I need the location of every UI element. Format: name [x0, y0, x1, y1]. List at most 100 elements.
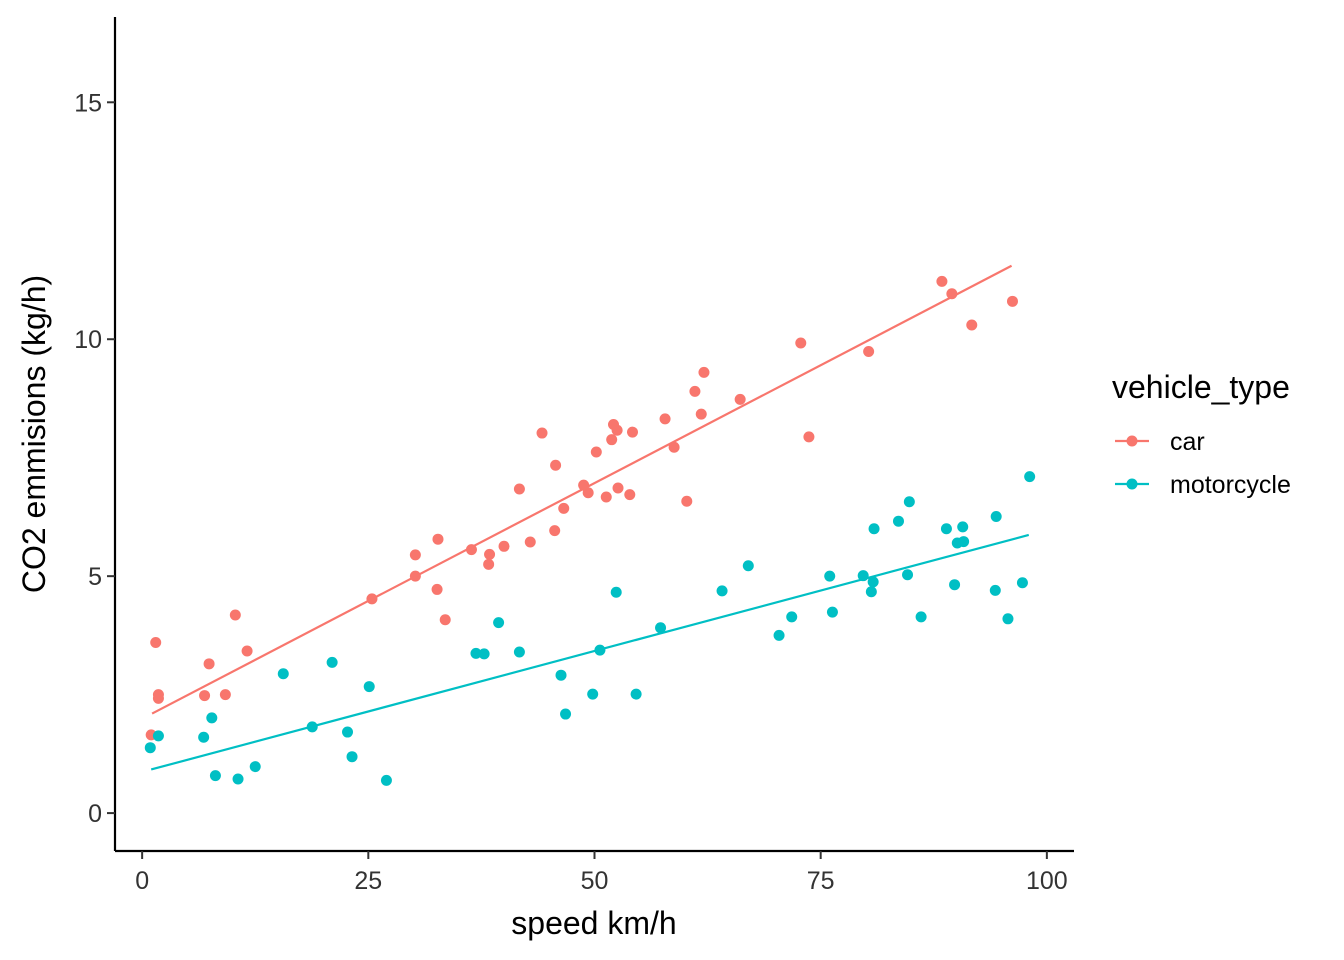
car-point [668, 441, 680, 453]
car-point [612, 482, 624, 494]
legend-title: vehicle_type [1112, 369, 1290, 405]
motorcycle-point [773, 629, 785, 641]
legend-label: motorcycle [1170, 471, 1291, 499]
motorcycle-point [786, 611, 798, 623]
car-point [803, 431, 815, 443]
motorcycle-point [342, 726, 354, 738]
car-point [626, 426, 638, 438]
x-tick-label: 100 [1026, 867, 1068, 895]
motorcycle-point [326, 656, 338, 668]
car-point [219, 689, 231, 701]
x-ticks: 0 25 50 75 100 [135, 851, 1068, 895]
legend: vehicle_type car motorcycle [1112, 369, 1291, 499]
motorcycle-point [949, 579, 961, 591]
car-point [698, 366, 710, 378]
car-point [432, 533, 444, 545]
car-point [606, 434, 618, 446]
car-point [549, 525, 561, 537]
motorcycle-point [277, 668, 289, 680]
motorcycle-point [198, 731, 210, 743]
car-point [611, 424, 623, 436]
y-tick-label: 10 [74, 326, 102, 354]
y-tick-label: 0 [88, 800, 102, 828]
motorcycle-point [1002, 613, 1014, 625]
motorcycle-point [346, 751, 358, 763]
motorcycle-point [555, 669, 567, 681]
motorcycle-point [940, 523, 952, 535]
legend-item-motorcycle: motorcycle [1115, 471, 1291, 499]
motorcycle-point [144, 742, 156, 754]
car-point [558, 502, 570, 514]
motorcycle-point [989, 584, 1001, 596]
car-point [600, 491, 612, 503]
motorcycle-point [742, 560, 754, 572]
car-point [203, 658, 215, 670]
legend-key-point [1126, 435, 1138, 447]
car-point [734, 393, 746, 405]
legend-item-car: car [1115, 428, 1205, 456]
motorcycle-point [470, 647, 482, 659]
motorcycle-point [902, 569, 914, 581]
motorcycle-point [513, 646, 525, 658]
motorcycle-fit-line [150, 533, 1030, 771]
car-point [863, 346, 875, 358]
car-point [498, 540, 510, 552]
motorcycle-point [206, 712, 218, 724]
car-point [966, 319, 978, 331]
series-car [145, 264, 1018, 741]
motorcycle-point [493, 617, 505, 629]
car-point [439, 614, 451, 626]
series-motorcycle [144, 471, 1036, 786]
motorcycle-point [892, 515, 904, 527]
y-tick-label: 15 [74, 89, 102, 117]
car-point [1006, 295, 1018, 307]
y-tick-label: 5 [88, 563, 102, 591]
motorcycle-point [865, 586, 877, 598]
car-point [152, 689, 164, 701]
car-point [150, 637, 162, 648]
motorcycle-point [249, 761, 261, 773]
car-point [484, 548, 496, 560]
motorcycle-point [868, 523, 880, 535]
legend-label: car [1170, 428, 1205, 456]
car-point [536, 427, 548, 439]
motorcycle-point [152, 730, 164, 742]
motorcycle-point [915, 611, 927, 623]
motorcycle-point [990, 510, 1002, 522]
motorcycle-point [478, 648, 490, 660]
car-point [590, 446, 602, 458]
motorcycle-point [958, 536, 970, 548]
x-tick-label: 50 [581, 867, 609, 895]
motorcycle-point [957, 521, 969, 533]
motorcycle-point [824, 570, 836, 582]
car-point [431, 583, 443, 595]
car-point [229, 609, 241, 621]
car-point [795, 337, 807, 349]
legend-key-point [1126, 478, 1138, 490]
x-tick-label: 75 [807, 867, 835, 895]
x-tick-label: 0 [135, 867, 149, 895]
plot-area [144, 264, 1036, 786]
motorcycle-point [610, 586, 622, 598]
car-point [513, 483, 525, 495]
motorcycle-point [1016, 577, 1028, 589]
motorcycle-point [587, 688, 599, 700]
car-point [681, 495, 693, 507]
axes: 0 25 50 75 100 0 5 10 15 [74, 17, 1074, 895]
car-point [582, 487, 594, 499]
car-point [409, 549, 421, 561]
car-point [936, 275, 948, 287]
x-tick-label: 25 [354, 867, 382, 895]
y-ticks: 0 5 10 15 [74, 89, 115, 828]
car-point [550, 459, 562, 471]
motorcycle-point [826, 606, 838, 618]
car-fit-line [151, 264, 1013, 715]
motorcycle-point [380, 774, 392, 786]
legend-items: car motorcycle [1115, 428, 1291, 499]
motorcycle-point [630, 688, 642, 700]
motorcycle-point [209, 770, 221, 782]
motorcycle-point [716, 585, 728, 597]
car-point [659, 413, 671, 425]
y-axis-title: CO2 emmisions (kg/h) [16, 275, 52, 593]
